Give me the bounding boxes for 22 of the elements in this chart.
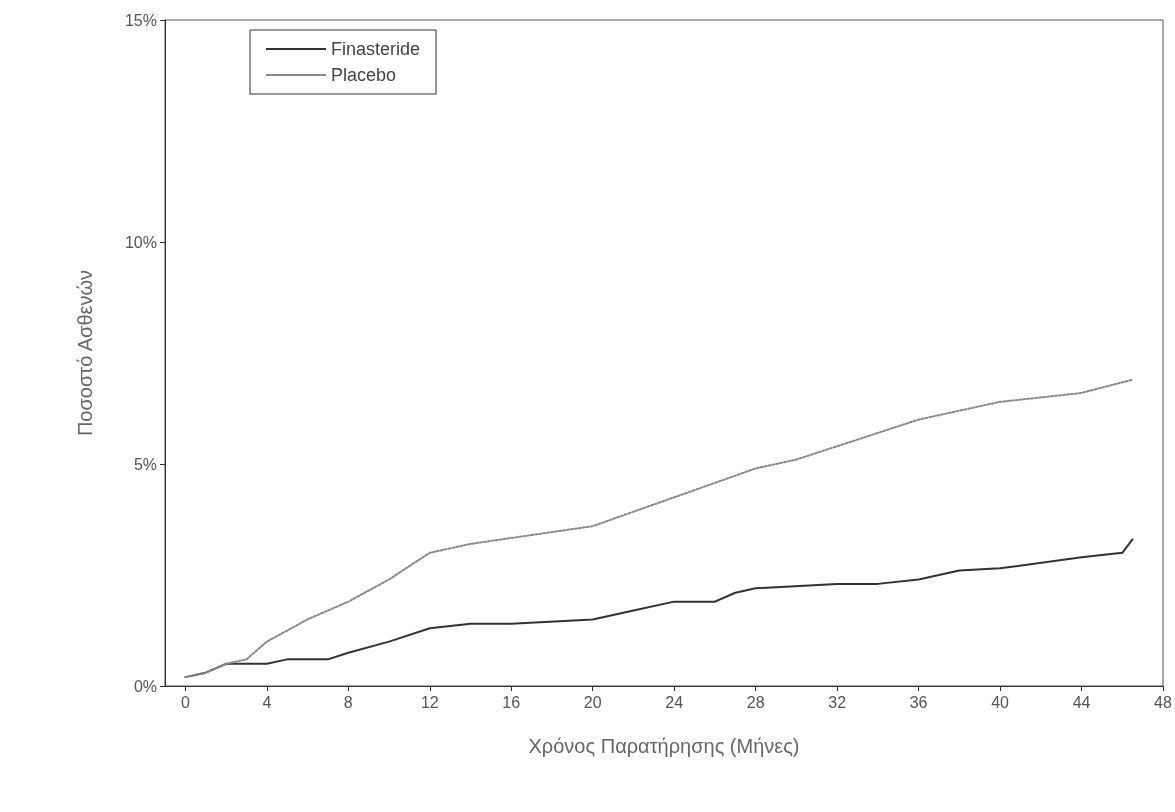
x-tick-label: 4 [262,693,272,711]
x-tick-label: 24 [665,693,684,711]
legend-label: Finasteride [331,39,421,59]
x-tick-label: 48 [1154,693,1172,711]
y-tick-label: 10% [124,233,157,251]
y-tick-label: 15% [124,11,157,29]
x-tick-label: 32 [828,693,847,711]
x-tick-label: 44 [1072,693,1091,711]
x-tick-label: 36 [909,693,928,711]
x-tick-label: 40 [991,693,1010,711]
y-tick-label: 5% [133,455,157,473]
x-tick-label: 12 [420,693,439,711]
y-tick-label: 0% [133,677,157,695]
x-tick-label: 20 [583,693,602,711]
legend-label: Placebo [331,65,397,85]
x-tick-label: 8 [343,693,353,711]
x-tick-label: 16 [502,693,521,711]
line-series [184,378,1134,679]
y-axis-title: Ποσοστό Ασθενών [74,269,96,437]
x-axis-title: Χρόνος Παρατήρησης (Μήνες) [528,735,800,757]
x-tick-label: 28 [746,693,765,711]
x-tick-label: 0 [180,693,190,711]
